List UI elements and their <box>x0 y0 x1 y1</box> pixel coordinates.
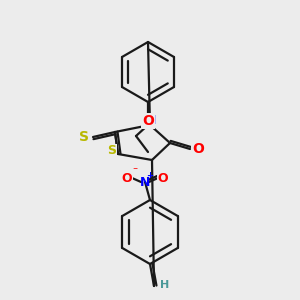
Text: O: O <box>192 142 204 156</box>
Text: S: S <box>79 130 89 144</box>
Text: O: O <box>122 172 132 184</box>
Text: O: O <box>142 114 154 128</box>
Text: H: H <box>160 280 169 290</box>
Text: S: S <box>107 145 116 158</box>
Text: N: N <box>140 176 150 188</box>
Text: O: O <box>158 172 168 184</box>
Text: ⁻: ⁻ <box>132 166 138 176</box>
Text: N: N <box>146 113 156 127</box>
Text: +: + <box>146 170 154 179</box>
